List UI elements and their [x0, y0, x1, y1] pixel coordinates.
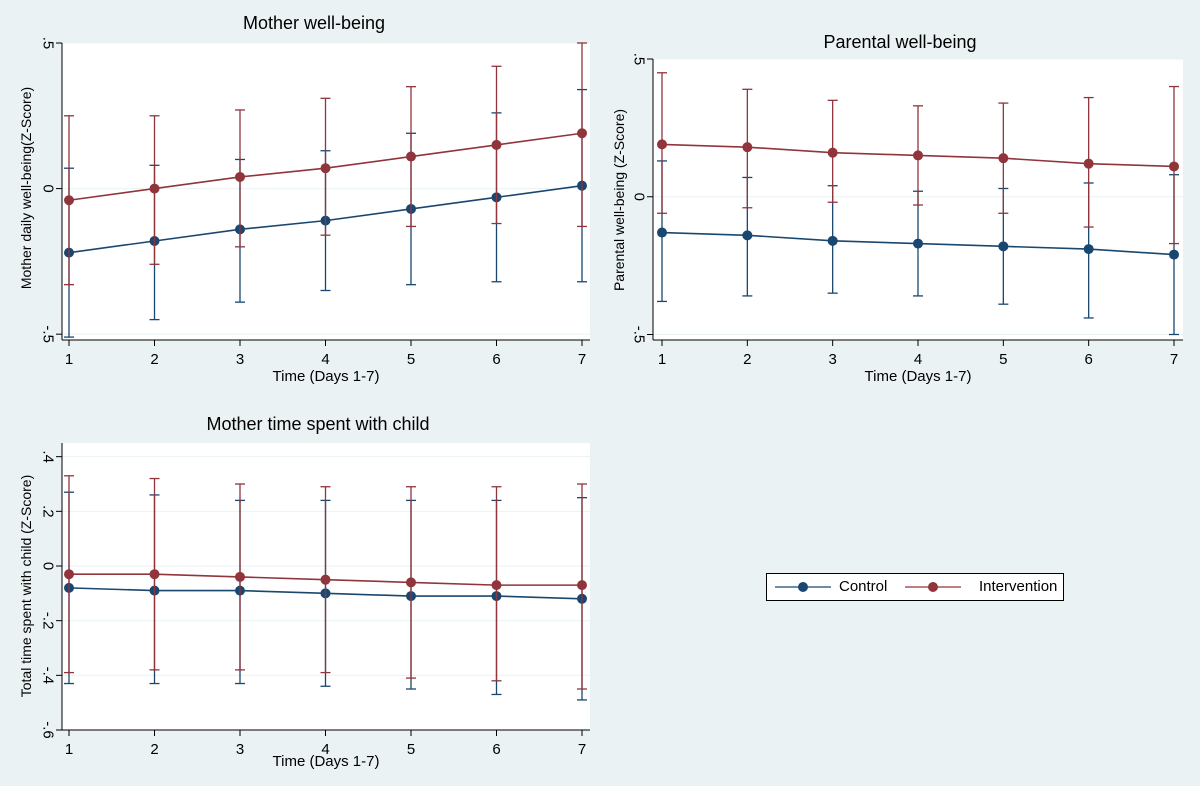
x-axis-label: Time (Days 1-7) [273, 753, 380, 770]
data-point [998, 153, 1009, 164]
chart-title: Parental well-being [823, 32, 976, 52]
series-intervention [64, 42, 587, 286]
data-point [149, 183, 160, 194]
data-point [64, 569, 74, 580]
x-tick-label: 4 [321, 351, 329, 368]
y-tick-label: 0 [631, 193, 648, 201]
data-point [827, 235, 838, 246]
data-point [491, 139, 502, 150]
data-point [1083, 244, 1094, 255]
legend-swatch-control [775, 582, 831, 592]
y-tick-label: .2 [39, 505, 56, 518]
legend-swatch-intervention [905, 582, 961, 592]
y-tick-label: .4 [40, 450, 57, 463]
chart-panel: -.5 0 .5 1 2 3 4 5 6 7 Mother well-being Time (Days… [18, 13, 590, 385]
x-tick-label: 4 [914, 351, 922, 368]
y-axis-label: Mother daily well-being(Z-Score) [18, 87, 34, 289]
data-point [577, 580, 587, 591]
chart-panel: -.6 -.4 -.2 0 .2 .4 1 2 3 4 5 6 7 Mother time spent w… [18, 414, 590, 770]
y-tick-label: -.4 [40, 667, 57, 685]
legend-item-intervention: Intervention [905, 574, 1065, 600]
x-tick-label: 5 [407, 351, 415, 368]
y-axis-label: Total time spent with child (Z-Score) [18, 475, 34, 698]
y-tick-label: .5 [631, 53, 648, 66]
data-point [742, 142, 753, 153]
x-tick-label: 2 [150, 351, 158, 368]
x-tick-label: 1 [65, 741, 73, 758]
data-point [998, 241, 1009, 252]
data-point [827, 147, 838, 158]
y-tick-label: .5 [40, 37, 57, 50]
x-tick-label: 3 [236, 351, 244, 368]
y-tick-label: -.5 [40, 325, 57, 343]
legend-label-control: Control [839, 578, 888, 595]
chart-title: Mother well-being [243, 13, 385, 33]
y-tick-label: 0 [40, 184, 57, 192]
legend-label-intervention: Intervention [979, 578, 1058, 595]
y-tick-label: -.5 [631, 326, 648, 344]
data-point [320, 574, 331, 585]
x-tick-label: 6 [1084, 351, 1092, 368]
data-point [913, 238, 923, 249]
x-tick-label: 5 [999, 351, 1007, 368]
data-point [1169, 161, 1179, 172]
chart-panel: -.5 0 .5 1 2 3 4 5 6 7 Parental well-being Time (Da… [611, 32, 1183, 385]
data-point [149, 569, 160, 580]
x-tick-label: 7 [578, 351, 586, 368]
data-point [1169, 249, 1179, 260]
x-tick-label: 7 [578, 741, 586, 758]
x-tick-label: 4 [321, 741, 329, 758]
legend-item-control: Control [775, 574, 905, 600]
legend: Control Intervention [766, 573, 1064, 601]
x-tick-label: 6 [492, 741, 500, 758]
data-point [406, 577, 416, 588]
x-tick-label: 3 [828, 351, 836, 368]
data-point [406, 151, 416, 162]
data-point [235, 571, 245, 582]
data-point [1083, 158, 1094, 169]
data-point [742, 230, 753, 241]
data-point [491, 580, 502, 591]
y-tick-label: -.2 [40, 612, 57, 630]
x-tick-label: 7 [1170, 351, 1178, 368]
y-axis-label: Parental well-being (Z-Score) [611, 109, 627, 291]
x-tick-label: 1 [65, 351, 73, 368]
data-point [320, 163, 331, 174]
y-tick-label: 0 [40, 562, 57, 570]
legend-marker-intervention [928, 582, 938, 592]
x-tick-label: 6 [492, 351, 500, 368]
data-point [657, 139, 667, 150]
series-intervention [657, 72, 1179, 245]
data-point [577, 128, 587, 139]
y-tick-label: -.6 [40, 721, 57, 739]
x-tick-label: 2 [743, 351, 751, 368]
x-tick-label: 3 [236, 741, 244, 758]
legend-marker-control [798, 582, 808, 592]
x-axis-label: Time (Days 1-7) [865, 368, 972, 385]
x-axis-label: Time (Days 1-7) [273, 368, 380, 385]
x-tick-label: 5 [407, 741, 415, 758]
x-tick-label: 2 [150, 741, 158, 758]
chart-title: Mother time spent with child [206, 414, 429, 434]
chart-panels: -.5 0 .5 1 2 3 4 5 6 7 Mother well-being Time (Days… [18, 13, 1183, 770]
series-intervention [64, 475, 587, 690]
data-point [657, 227, 667, 238]
data-point [913, 150, 923, 161]
data-point [235, 171, 245, 182]
data-point [64, 195, 74, 206]
x-tick-label: 1 [658, 351, 666, 368]
